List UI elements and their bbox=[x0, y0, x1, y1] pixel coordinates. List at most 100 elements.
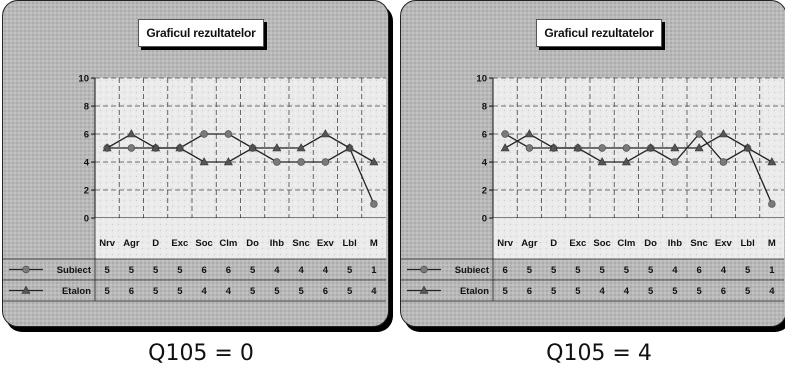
table-cell-value: 4 bbox=[298, 265, 304, 276]
table-cell-value: 4 bbox=[672, 265, 678, 276]
line-chart-right: 0 2 4 6 8 10 Nrv Agr D Exc Soc Clm Do Ihb Snc Exv Lbl M Su… bbox=[401, 74, 784, 302]
data-point-subiect bbox=[671, 158, 679, 166]
y-tick-label: 2 bbox=[482, 186, 487, 197]
table-cell-value: 5 bbox=[250, 265, 256, 276]
series-line-etalon bbox=[504, 133, 773, 163]
x-tick-label: Agr bbox=[123, 238, 140, 249]
table-cell-value: 5 bbox=[298, 286, 304, 297]
table-cell-value: 5 bbox=[177, 265, 183, 276]
x-tick-label: Exc bbox=[171, 238, 188, 249]
data-point-etalon bbox=[670, 143, 680, 152]
y-tick-label: 2 bbox=[84, 186, 89, 197]
chart-caption-right: Q105 = 4 bbox=[546, 341, 652, 366]
legend-entry: Subiect bbox=[57, 265, 92, 276]
y-tick-label: 6 bbox=[482, 130, 487, 141]
table-cell-value: 5 bbox=[672, 286, 678, 297]
table-cell-value: 5 bbox=[104, 286, 110, 297]
x-tick-label: Clm bbox=[617, 238, 635, 249]
data-point-subiect bbox=[525, 144, 534, 152]
chart-panel-right: Graficul rezultatelor 0 2 4 6 8 10 Nrv Agr D Exc S… bbox=[400, 0, 785, 327]
table-cell-value: 5 bbox=[575, 286, 581, 297]
data-point-etalon bbox=[345, 143, 355, 152]
x-tick-label: Exv bbox=[715, 238, 733, 249]
line-chart-left: 0 2 4 6 8 10 Nrv Agr D Exc Soc Clm Do Ihb Snc Exv Lbl M Su… bbox=[3, 74, 386, 302]
table-cell-value: 5 bbox=[274, 286, 280, 297]
y-tick-label: 10 bbox=[476, 74, 487, 85]
table-cell-value: 6 bbox=[201, 265, 206, 276]
table-cell-value: 5 bbox=[551, 286, 557, 297]
chart-title: Graficul rezultatelor bbox=[138, 19, 264, 47]
data-point-subiect bbox=[768, 200, 776, 208]
legend-key-marker bbox=[420, 265, 428, 274]
data-point-subiect bbox=[321, 158, 330, 166]
table-cell-value: 4 bbox=[624, 286, 630, 297]
table-cell-value: 5 bbox=[153, 265, 159, 276]
legend-entry: Etalon bbox=[62, 286, 91, 297]
data-point-etalon bbox=[248, 143, 258, 152]
table-cell-value: 5 bbox=[599, 265, 605, 276]
table-cell-value: 4 bbox=[599, 286, 605, 297]
data-point-subiect bbox=[622, 144, 631, 152]
table-cell-value: 1 bbox=[371, 265, 377, 276]
table-cell-value: 4 bbox=[201, 286, 207, 297]
x-tick-label: Ihb bbox=[668, 238, 682, 249]
table-cell-value: 5 bbox=[648, 265, 654, 276]
table-cell-value: 5 bbox=[745, 286, 751, 297]
table-cell-value: 6 bbox=[129, 286, 134, 297]
chart-panel-left: Graficul rezultatelor 0 2 4 6 8 10 Nrv Agr D Exc S… bbox=[2, 0, 389, 327]
data-point-subiect bbox=[224, 130, 233, 138]
table-cell-value: 4 bbox=[323, 265, 329, 276]
data-point-etalon bbox=[743, 143, 753, 152]
table-cell-value: 5 bbox=[347, 286, 353, 297]
table-cell-value: 4 bbox=[226, 286, 232, 297]
table-cell-value: 5 bbox=[104, 265, 110, 276]
data-point-etalon bbox=[102, 143, 112, 152]
x-tick-label: D bbox=[152, 238, 159, 249]
legend-entry: Etalon bbox=[460, 286, 489, 297]
x-tick-label: Nrv bbox=[497, 238, 514, 249]
data-point-etalon bbox=[126, 129, 136, 138]
data-point-subiect bbox=[127, 144, 136, 152]
y-tick-label: 0 bbox=[482, 214, 487, 225]
data-point-etalon bbox=[199, 157, 209, 166]
data-point-etalon bbox=[320, 129, 330, 138]
data-point-etalon bbox=[597, 157, 607, 166]
data-point-etalon bbox=[549, 143, 559, 152]
table-cell-value: 4 bbox=[769, 286, 775, 297]
x-tick-label: Exv bbox=[317, 238, 335, 249]
data-point-etalon bbox=[272, 143, 282, 152]
table-cell-value: 5 bbox=[502, 286, 508, 297]
x-tick-label: M bbox=[768, 238, 776, 249]
legend-key-marker bbox=[419, 285, 429, 294]
x-tick-label: Soc bbox=[195, 238, 212, 249]
x-tick-label: Nrv bbox=[99, 238, 116, 249]
table-cell-value: 6 bbox=[226, 265, 231, 276]
x-tick-label: Ihb bbox=[270, 238, 284, 249]
y-tick-label: 8 bbox=[482, 102, 487, 113]
data-point-subiect bbox=[200, 130, 208, 138]
table-cell-value: 4 bbox=[274, 265, 280, 276]
y-tick-label: 8 bbox=[84, 102, 89, 113]
data-point-etalon bbox=[718, 129, 728, 138]
x-tick-label: Do bbox=[644, 238, 657, 249]
data-point-etalon bbox=[223, 157, 233, 166]
table-cell-value: 5 bbox=[575, 265, 581, 276]
y-tick-label: 6 bbox=[84, 130, 89, 141]
x-tick-label: Do bbox=[246, 238, 259, 249]
data-point-etalon bbox=[296, 143, 306, 152]
data-point-etalon bbox=[573, 143, 583, 152]
table-cell-value: 4 bbox=[371, 286, 377, 297]
y-tick-label: 4 bbox=[84, 158, 90, 169]
chart-caption-left: Q105 = 0 bbox=[148, 341, 254, 366]
table-cell-value: 6 bbox=[696, 265, 701, 276]
y-tick-label: 10 bbox=[78, 74, 89, 85]
x-tick-label: Snc bbox=[690, 238, 707, 249]
x-tick-label: Agr bbox=[521, 238, 538, 249]
table-cell-value: 5 bbox=[153, 286, 159, 297]
x-tick-label: Lbl bbox=[741, 238, 755, 249]
data-point-etalon bbox=[524, 129, 534, 138]
table-cell-value: 5 bbox=[177, 286, 183, 297]
x-tick-label: Exc bbox=[569, 238, 586, 249]
x-tick-label: D bbox=[550, 238, 557, 249]
data-point-subiect bbox=[297, 158, 305, 166]
